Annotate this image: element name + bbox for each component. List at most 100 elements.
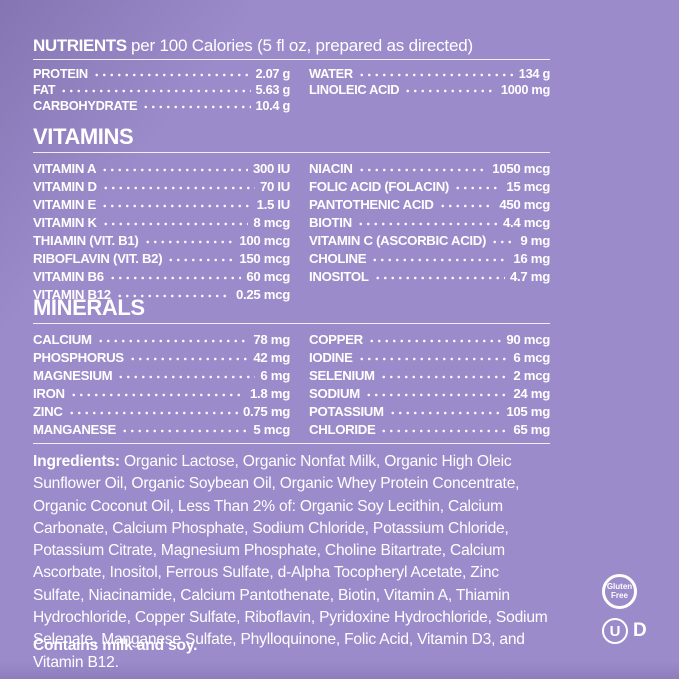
row-label: CHLORIDE <box>309 422 376 437</box>
nutrients-rule <box>33 59 550 60</box>
row-value: 8 mcg <box>253 215 290 230</box>
nutrient-row: LINOLEIC ACID 1000 mg <box>309 81 550 97</box>
row-label: THIAMIN (VIT. B1) <box>33 233 139 248</box>
kosher-d-letter: D <box>633 620 647 641</box>
nutrients-right-column: WATER 134 g LINOLEIC ACID 1000 mg <box>309 65 550 113</box>
row-label: PHOSPHORUS <box>33 350 124 365</box>
vitamin-row: PANTOTHENIC ACID 450 mcg <box>309 194 550 212</box>
nutrients-heading: NUTRIENTS per 100 Calories (5 fl oz, pre… <box>33 35 550 56</box>
row-value: 2.07 g <box>255 66 291 81</box>
row-label: CHOLINE <box>309 251 367 266</box>
minerals-right-column: COPPER 90 mcg IODINE 6 mcg SELENIUM 2 mcg SODI… <box>309 329 550 437</box>
vitamin-row: VITAMIN D 70 IU <box>33 176 290 194</box>
kosher-oud-symbol: U D <box>602 616 650 646</box>
vitamin-row: VITAMIN B6 60 mcg <box>33 266 290 284</box>
vitamin-row: CHOLINE 16 mg <box>309 248 550 266</box>
minerals-rule <box>33 323 550 324</box>
row-value: 10.4 g <box>255 98 291 113</box>
vitamin-row: VITAMIN B12 0.25 mcg <box>33 284 290 302</box>
row-value: 0.25 mcg <box>235 287 290 302</box>
dot-leader <box>115 284 231 302</box>
nutrient-row: PROTEIN 2.07 g <box>33 65 290 81</box>
row-value: 90 mcg <box>506 332 550 347</box>
mineral-row: PHOSPHORUS 42 mg <box>33 347 290 365</box>
mineral-row: POTASSIUM 105 mg <box>309 401 550 419</box>
row-label: RIBOFLAVIN (VIT. B2) <box>33 251 163 266</box>
vitamins-heading: VITAMINS <box>33 124 134 149</box>
row-label: VITAMIN D <box>33 179 97 194</box>
row-label: WATER <box>309 66 353 81</box>
dot-leader <box>67 401 238 419</box>
dot-leader <box>357 65 514 81</box>
mineral-row: ZINC 0.75 mg <box>33 401 290 419</box>
row-value: 42 mg <box>253 350 290 365</box>
mineral-row: SODIUM 24 mg <box>309 383 550 401</box>
dot-leader <box>373 266 506 284</box>
row-label: VITAMIN B6 <box>33 269 104 284</box>
dot-leader <box>143 230 235 248</box>
row-value: 60 mcg <box>246 269 290 284</box>
row-label: FAT <box>33 82 56 97</box>
row-value: 1050 mcg <box>492 161 550 176</box>
vitamin-row: VITAMIN E 1.5 IU <box>33 194 290 212</box>
row-value: 134 g <box>518 66 551 81</box>
nutrient-row: CARBOHYDRATE 10.4 g <box>33 97 290 113</box>
row-label: LINOLEIC ACID <box>309 82 400 97</box>
row-value: 9 mg <box>520 233 550 248</box>
nutrients-columns: PROTEIN 2.07 g FAT 5.63 g CARBOHYDRATE 10.4 g… <box>33 65 550 113</box>
row-label: COPPER <box>309 332 363 347</box>
row-label: INOSITOL <box>309 269 369 284</box>
dot-leader <box>454 176 502 194</box>
row-value: 65 mg <box>513 422 550 437</box>
dot-leader <box>357 347 509 365</box>
row-label: VITAMIN C (ASCORBIC ACID) <box>309 233 487 248</box>
mineral-row: IRON 1.8 mg <box>33 383 290 401</box>
vitamin-row: RIBOFLAVIN (VIT. B2) 150 mcg <box>33 248 290 266</box>
row-label: VITAMIN E <box>33 197 96 212</box>
row-value: 15 mcg <box>506 179 550 194</box>
dot-leader <box>101 212 249 230</box>
row-label: SELENIUM <box>309 368 375 383</box>
row-label: FOLIC ACID (FOLACIN) <box>309 179 450 194</box>
row-value: 100 mcg <box>239 233 290 248</box>
dot-leader <box>117 365 256 383</box>
dot-leader <box>380 419 509 437</box>
dot-leader <box>404 81 496 97</box>
kosher-ou-circle-icon: U <box>602 618 628 644</box>
mineral-row: MANGANESE 5 mcg <box>33 419 290 437</box>
vitamins-right-column: NIACIN 1050 mcg FOLIC ACID (FOLACIN) 15 mcg… <box>309 158 550 302</box>
ingredients-label: Ingredients: <box>33 453 120 470</box>
dot-leader <box>142 97 251 113</box>
row-value: 0.75 mg <box>242 404 290 419</box>
row-value: 450 mcg <box>499 197 550 212</box>
dot-leader <box>367 329 502 347</box>
row-label: BIOTIN <box>309 215 352 230</box>
gluten-free-badge: Gluten Free <box>602 574 637 609</box>
minerals-bottom-rule <box>33 443 550 444</box>
row-value: 6 mcg <box>513 350 550 365</box>
vitamins-left-column: VITAMIN A 300 IU VITAMIN D 70 IU VITAMIN E 1.… <box>33 158 290 302</box>
dot-leader <box>167 248 235 266</box>
minerals-heading: MINERALS <box>33 295 145 320</box>
row-value: 78 mg <box>253 332 290 347</box>
mineral-row: CALCIUM 78 mg <box>33 329 290 347</box>
dot-leader <box>438 194 495 212</box>
mineral-row: SELENIUM 2 mcg <box>309 365 550 383</box>
dot-leader <box>69 383 246 401</box>
dot-leader <box>357 158 488 176</box>
vitamins-rule <box>33 152 550 153</box>
row-value: 105 mg <box>506 404 550 419</box>
row-value: 150 mcg <box>239 251 290 266</box>
dot-leader <box>101 158 248 176</box>
row-value: 70 IU <box>259 179 290 194</box>
minerals-left-column: CALCIUM 78 mg PHOSPHORUS 42 mg MAGNESIUM 6 mg… <box>33 329 290 437</box>
mineral-row: CHLORIDE 65 mg <box>309 419 550 437</box>
dot-leader <box>364 383 509 401</box>
nutrients-heading-rest: per 100 Calories (5 fl oz, prepared as d… <box>131 36 473 55</box>
dot-leader <box>92 65 251 81</box>
minerals-section: MINERALS CALCIUM 78 mg PHOSPHORUS 42 mg MAGN… <box>33 296 550 444</box>
row-value: 6 mg <box>260 368 290 383</box>
row-value: 24 mg <box>513 386 550 401</box>
nutrient-row: FAT 5.63 g <box>33 81 290 97</box>
ingredients-paragraph: Ingredients: Organic Lactose, Organic No… <box>33 451 549 674</box>
